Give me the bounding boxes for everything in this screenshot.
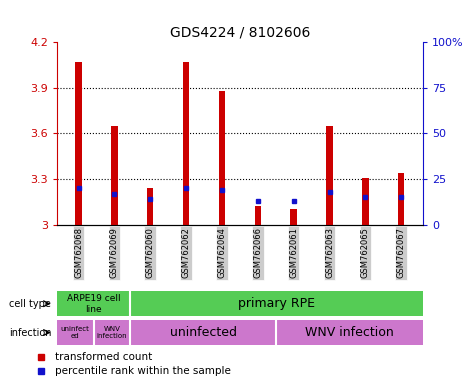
Text: WNV infection: WNV infection bbox=[305, 326, 394, 339]
Text: uninfect
ed: uninfect ed bbox=[61, 326, 90, 339]
Text: WNV
infection: WNV infection bbox=[96, 326, 127, 339]
Text: uninfected: uninfected bbox=[170, 326, 237, 339]
Bar bbox=[218, 91, 225, 225]
FancyBboxPatch shape bbox=[57, 320, 94, 345]
Text: transformed count: transformed count bbox=[56, 352, 152, 362]
Text: percentile rank within the sample: percentile rank within the sample bbox=[56, 366, 231, 376]
Bar bbox=[398, 173, 404, 225]
Title: GDS4224 / 8102606: GDS4224 / 8102606 bbox=[170, 26, 310, 40]
Text: ARPE19 cell
line: ARPE19 cell line bbox=[67, 294, 120, 314]
Bar bbox=[362, 177, 369, 225]
FancyBboxPatch shape bbox=[57, 291, 130, 316]
FancyBboxPatch shape bbox=[130, 320, 276, 345]
Bar bbox=[147, 188, 153, 225]
Bar bbox=[326, 126, 333, 225]
Bar bbox=[290, 209, 297, 225]
Text: primary RPE: primary RPE bbox=[238, 297, 315, 310]
FancyBboxPatch shape bbox=[94, 320, 130, 345]
Bar bbox=[111, 126, 118, 225]
Text: infection: infection bbox=[9, 328, 51, 338]
Bar bbox=[183, 62, 190, 225]
FancyBboxPatch shape bbox=[276, 320, 423, 345]
Bar bbox=[255, 207, 261, 225]
Text: cell type: cell type bbox=[9, 299, 51, 309]
FancyBboxPatch shape bbox=[130, 291, 423, 316]
Bar bbox=[75, 62, 82, 225]
